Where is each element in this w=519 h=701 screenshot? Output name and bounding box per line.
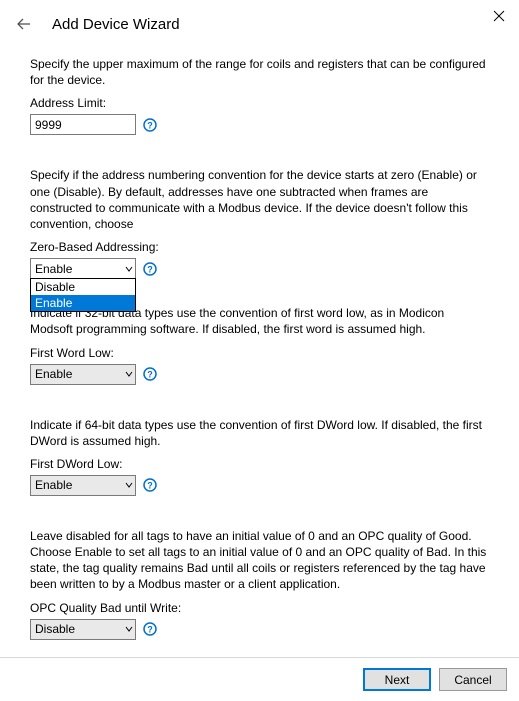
svg-text:?: ? — [147, 625, 153, 635]
header: Add Device Wizard — [0, 0, 519, 38]
chevron-down-icon — [125, 625, 133, 633]
svg-text:?: ? — [147, 264, 153, 274]
content: Specify the upper maximum of the range f… — [0, 38, 519, 640]
address-limit-input[interactable] — [30, 114, 136, 135]
chevron-down-icon — [125, 370, 133, 378]
help-icon[interactable]: ? — [142, 621, 158, 637]
section-opc-quality: Leave disabled for all tags to have an i… — [30, 528, 489, 640]
back-arrow-icon[interactable] — [14, 14, 34, 34]
chevron-down-icon — [125, 481, 133, 489]
opc-quality-label: OPC Quality Bad until Write: — [30, 601, 489, 615]
opc-quality-select[interactable]: Disable — [30, 619, 136, 640]
opc-quality-desc: Leave disabled for all tags to have an i… — [30, 528, 489, 593]
first-dword-low-select[interactable]: Enable — [30, 475, 136, 496]
dropdown-option-enable[interactable]: Enable — [31, 295, 135, 311]
footer: Next Cancel — [0, 657, 519, 701]
section-address-limit: Specify the upper maximum of the range f… — [30, 56, 489, 135]
help-icon[interactable]: ? — [142, 261, 158, 277]
cancel-button[interactable]: Cancel — [439, 668, 507, 691]
address-limit-desc: Specify the upper maximum of the range f… — [30, 56, 489, 88]
close-button[interactable] — [489, 6, 509, 26]
first-dword-low-desc: Indicate if 64-bit data types use the co… — [30, 417, 489, 449]
section-zero-based: Specify if the address numbering convent… — [30, 167, 489, 279]
zero-based-dropdown: Disable Enable — [30, 278, 136, 312]
zero-based-value: Enable — [35, 262, 72, 276]
zero-based-label: Zero-Based Addressing: — [30, 240, 489, 254]
first-word-low-value: Enable — [35, 367, 72, 381]
first-dword-low-value: Enable — [35, 478, 72, 492]
page-title: Add Device Wizard — [52, 16, 180, 33]
help-icon[interactable]: ? — [142, 117, 158, 133]
zero-based-desc: Specify if the address numbering convent… — [30, 167, 489, 232]
help-icon[interactable]: ? — [142, 366, 158, 382]
zero-based-select[interactable]: Enable — [30, 258, 136, 279]
dropdown-option-disable[interactable]: Disable — [31, 279, 135, 295]
section-first-word-low: Indicate if 32-bit data types use the co… — [30, 305, 489, 384]
first-word-low-label: First Word Low: — [30, 346, 489, 360]
address-limit-label: Address Limit: — [30, 96, 489, 110]
first-dword-low-label: First DWord Low: — [30, 457, 489, 471]
section-first-dword-low: Indicate if 64-bit data types use the co… — [30, 417, 489, 496]
svg-text:?: ? — [147, 370, 153, 380]
next-button[interactable]: Next — [363, 668, 431, 691]
svg-text:?: ? — [147, 120, 153, 130]
help-icon[interactable]: ? — [142, 477, 158, 493]
svg-text:?: ? — [147, 481, 153, 491]
first-word-low-select[interactable]: Enable — [30, 364, 136, 385]
chevron-down-icon — [125, 265, 133, 273]
opc-quality-value: Disable — [35, 622, 75, 636]
